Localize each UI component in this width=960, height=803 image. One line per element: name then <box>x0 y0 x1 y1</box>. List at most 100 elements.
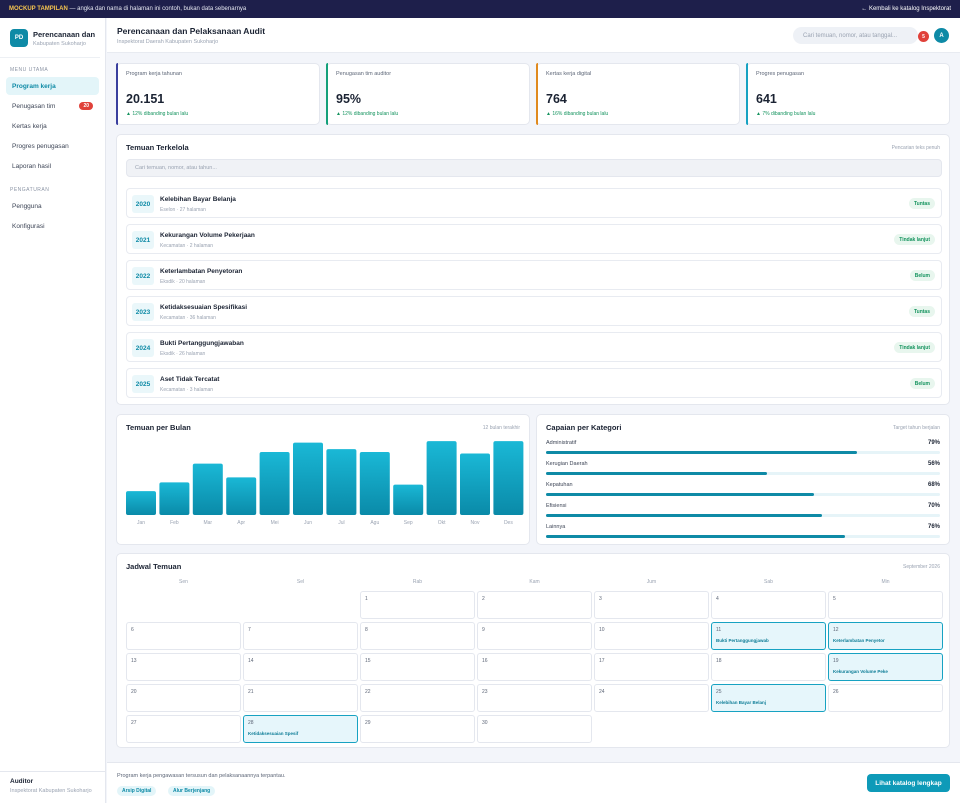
stat-accent <box>746 63 748 125</box>
calendar-day[interactable]: 25 Kelebihan Bayar Belanj <box>711 684 826 712</box>
day-number: 6 <box>131 627 134 633</box>
calendar-day[interactable]: 4 <box>711 591 826 619</box>
finding-row[interactable]: 2020 Kelebihan Bayar Belanja Eselon · 27… <box>126 188 942 218</box>
calendar-day[interactable]: 2 <box>477 591 592 619</box>
calendar-day[interactable]: 5 <box>828 591 943 619</box>
calendar-event[interactable]: Bukti Pertanggungjawab <box>716 638 769 643</box>
finding-meta: Kecamatan · 2 halaman <box>160 243 214 249</box>
day-number: 10 <box>599 627 605 633</box>
sidebar-item-program-kerja[interactable]: Program kerja <box>6 77 99 95</box>
calendar-day[interactable]: 7 <box>243 622 358 650</box>
calendar-day[interactable]: 16 <box>477 653 592 681</box>
finding-row[interactable]: 2024 Bukti Pertanggungjawaban Eksdik · 2… <box>126 332 942 362</box>
stat-delta: ▲ 12% dibanding bulan lalu <box>126 111 189 117</box>
page-footer: Program kerja pengawasan tersusun dan pe… <box>107 762 960 803</box>
sidebar-item-laporan-hasil[interactable]: Laporan hasil <box>6 157 99 175</box>
stat-label: Progres penugasan <box>756 71 805 77</box>
calendar-event[interactable]: Ketidaksesuaian Spesif <box>248 731 299 736</box>
category-label: Administratif <box>546 440 577 446</box>
count-badge: 20 <box>79 102 93 110</box>
calendar-day[interactable]: 10 <box>594 622 709 650</box>
calendar-day[interactable]: 27 <box>126 715 241 743</box>
back-to-catalog-link[interactable]: ← Kembali ke katalog Inspektorat <box>861 6 951 12</box>
findings-title: Temuan Terkelola <box>126 143 189 152</box>
chip-alur-berjenjang[interactable]: Alur Berjenjang <box>168 786 216 796</box>
calendar-event[interactable]: Keterlambatan Penyetor <box>833 638 885 643</box>
calendar-day[interactable]: 15 <box>360 653 475 681</box>
avatar[interactable]: A <box>934 28 949 43</box>
category-percent: 76% <box>927 524 940 530</box>
category-progress-fill <box>546 493 814 496</box>
calendar-day[interactable]: 22 <box>360 684 475 712</box>
finding-row[interactable]: 2023 Ketidaksesuaian Spesifikasi Kecamat… <box>126 296 942 326</box>
brand[interactable]: PD Perencanaan dan Kabupaten Sukoharjo <box>0 18 100 58</box>
findings-search-input[interactable]: Cari temuan, nomor, atau tahun... <box>126 159 942 177</box>
stat-card-program-kerja: Program kerja tahunan 20.151 ▲ 12% diban… <box>116 63 320 125</box>
calendar-day[interactable]: 11 Bukti Pertanggungjawab <box>711 622 826 650</box>
finding-row[interactable]: 2022 Keterlambatan Penyetoran Eksdik · 2… <box>126 260 942 290</box>
day-number: 2 <box>482 596 485 602</box>
chip-arsip-digital[interactable]: Arsip Digital <box>117 786 157 796</box>
finding-row[interactable]: 2025 Aset Tidak Tercatat Kecamatan · 3 h… <box>126 368 942 398</box>
finding-meta: Eselon · 27 halaman <box>160 207 206 213</box>
app-title: Perencanaan dan <box>33 29 96 39</box>
calendar-day[interactable]: 26 <box>828 684 943 712</box>
view-catalog-button[interactable]: Lihat katalog lengkap <box>867 774 950 792</box>
banner-tag: MOCKUP TAMPILAN <box>9 6 68 12</box>
stat-value: 95% <box>336 92 362 106</box>
x-tick-label: Des <box>504 520 513 526</box>
calendar-day[interactable]: 21 <box>243 684 358 712</box>
calendar-day[interactable]: 1 <box>360 591 475 619</box>
category-progress-fill <box>546 451 858 454</box>
bar-jun <box>293 442 323 515</box>
calendar-event[interactable]: Kekurangan Volume Peke <box>833 669 888 674</box>
day-number: 26 <box>833 689 839 695</box>
stat-label: Program kerja tahunan <box>126 71 182 77</box>
sidebar-item-penugasan-tim[interactable]: Penugasan tim 20 <box>6 97 99 115</box>
calendar-day[interactable]: 29 <box>360 715 475 743</box>
calendar-day[interactable]: 12 Keterlambatan Penyetor <box>828 622 943 650</box>
sidebar-item-progres-penugasan[interactable]: Progres penugasan <box>6 137 99 155</box>
category-percent: 79% <box>927 440 940 446</box>
calendar-day[interactable]: 17 <box>594 653 709 681</box>
weekday-header: Jum <box>646 579 657 585</box>
x-tick-label: Jan <box>137 520 145 526</box>
finding-year: 2021 <box>132 231 154 249</box>
calendar-day[interactable]: 19 Kekurangan Volume Peke <box>828 653 943 681</box>
calendar-day[interactable]: 14 <box>243 653 358 681</box>
calendar-day[interactable]: 23 <box>477 684 592 712</box>
weekday-header: Sel <box>296 579 305 585</box>
bar-nov <box>460 453 490 515</box>
calendar-day[interactable]: 3 <box>594 591 709 619</box>
global-search-input[interactable]: Cari temuan, nomor, atau tanggal... <box>793 27 918 44</box>
stat-accent <box>536 63 538 125</box>
status-badge: Belum <box>909 270 935 281</box>
calendar-event[interactable]: Kelebihan Bayar Belanj <box>716 700 767 705</box>
calendar-day[interactable]: 30 <box>477 715 592 743</box>
footer-text: Program kerja pengawasan tersusun dan pe… <box>117 773 286 779</box>
sidebar-item-pengguna[interactable]: Pengguna <box>6 197 99 215</box>
calendar-day[interactable]: 9 <box>477 622 592 650</box>
category-label: Lainnya <box>546 524 566 530</box>
notification-badge[interactable]: 5 <box>918 31 929 42</box>
stat-label: Penugasan tim auditor <box>336 71 392 77</box>
sidebar-item-konfigurasi[interactable]: Konfigurasi <box>6 217 99 235</box>
stat-card-penugasan-tim: Penugasan tim auditor 95% ▲ 12% dibandin… <box>326 63 530 125</box>
calendar-day[interactable]: 24 <box>594 684 709 712</box>
calendar-day[interactable]: 28 Ketidaksesuaian Spesif <box>243 715 358 743</box>
stat-card-kertas-kerja: Kertas kerja digital 764 ▲ 16% dibanding… <box>536 63 740 125</box>
category-label: Kerugian Daerah <box>546 461 588 467</box>
calendar-day[interactable]: 6 <box>126 622 241 650</box>
finding-title: Bukti Pertanggungjawaban <box>160 340 244 347</box>
calendar-day[interactable]: 18 <box>711 653 826 681</box>
nav-section-main: MENU UTAMA <box>10 67 49 73</box>
calendar-day[interactable]: 8 <box>360 622 475 650</box>
sidebar: PD Perencanaan dan Kabupaten Sukoharjo M… <box>0 18 106 803</box>
bar-jul <box>326 449 357 515</box>
finding-row[interactable]: 2021 Kekurangan Volume Pekerjaan Kecamat… <box>126 224 942 254</box>
sidebar-item-kertas-kerja[interactable]: Kertas kerja <box>6 117 99 135</box>
day-number: 28 <box>248 720 254 726</box>
stat-delta: ▲ 12% dibanding bulan lalu <box>336 111 399 117</box>
calendar-day[interactable]: 13 <box>126 653 241 681</box>
calendar-day[interactable]: 20 <box>126 684 241 712</box>
